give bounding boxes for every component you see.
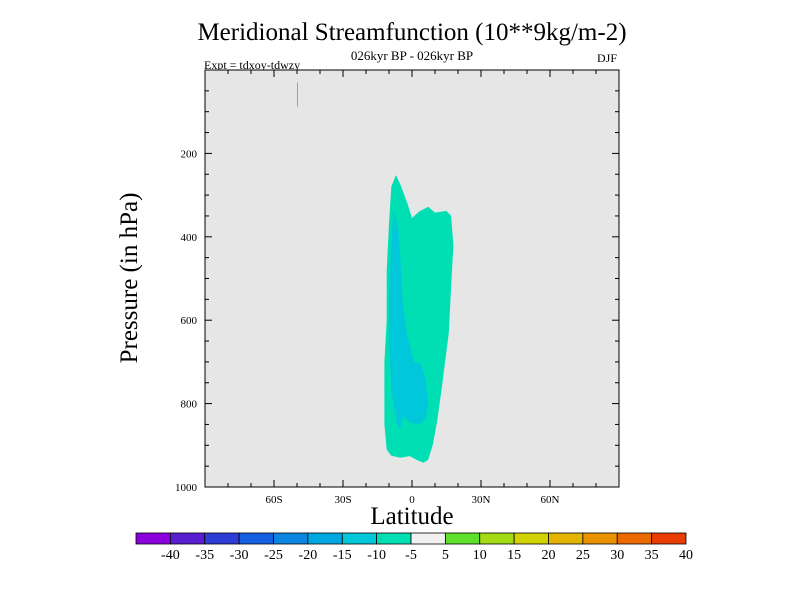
- colorbar-swatch-0: [135, 532, 171, 545]
- colorbar-swatch-13: [582, 532, 618, 545]
- x-tick-label-2: 0: [409, 494, 415, 506]
- colorbar-label-13: 30: [610, 548, 624, 563]
- chart-subtitle: 026kyr BP - 026kyr BP: [351, 48, 473, 63]
- x-tick-label-4: 60N: [541, 494, 560, 506]
- colorbar-label-0: -40: [161, 548, 180, 563]
- colorbar-label-6: -10: [367, 548, 386, 563]
- y-tick-label-2: 600: [181, 315, 198, 327]
- colorbar-swatch-11: [513, 532, 549, 545]
- colorbar-swatch-14: [616, 532, 653, 545]
- chart-title: Meridional Streamfunction (10**9kg/m-2): [197, 19, 626, 46]
- colorbar-swatch-2: [204, 532, 240, 545]
- colorbar-swatch-5: [307, 532, 343, 545]
- season-label: DJF: [597, 51, 617, 65]
- y-tick-label-0: 200: [181, 148, 198, 160]
- colorbar-label-1: -35: [195, 548, 214, 563]
- contour-region-2: [297, 82, 298, 107]
- colorbar-swatch-9: [444, 532, 481, 545]
- colorbar-label-9: 10: [473, 548, 487, 563]
- axis-ticks: 60S 30S 0 30N 60N 200 400 600 800 1000: [175, 70, 619, 506]
- contour-regions: [297, 82, 454, 463]
- y-tick-label-3: 800: [181, 399, 198, 411]
- colorbar-label-10: 15: [507, 548, 521, 563]
- colorbar-swatch-3: [238, 532, 274, 545]
- x-tick-label-1: 30S: [334, 494, 351, 506]
- colorbar-label-4: -20: [299, 548, 318, 563]
- colorbar-label-8: 5: [442, 548, 449, 563]
- experiment-label: Expt = tdxoy-tdwzy: [204, 58, 300, 72]
- colorbar-swatch-1: [169, 532, 206, 545]
- colorbar-label-7: -5: [405, 548, 417, 563]
- colorbar-swatch-10: [479, 532, 515, 545]
- x-tick-label-3: 30N: [472, 494, 491, 506]
- y-tick-label-4: 1000: [175, 482, 198, 494]
- colorbar-label-5: -15: [333, 548, 352, 563]
- colorbar: -40 -35 -30 -25 -20 -15 -10 -5 5 10 15 20 25 30 35 40: [135, 532, 693, 563]
- colorbar-swatch-15: [651, 532, 687, 545]
- y-axis-title: Pressure (in hPa): [116, 193, 143, 364]
- colorbar-label-12: 25: [576, 548, 590, 563]
- colorbar-label-15: 40: [679, 548, 693, 563]
- colorbar-swatch-4: [273, 532, 309, 545]
- colorbar-swatch-7: [376, 532, 412, 545]
- colorbar-label-3: -25: [264, 548, 283, 563]
- colorbar-label-2: -30: [230, 548, 249, 563]
- colorbar-swatch-12: [548, 532, 584, 545]
- colorbar-label-11: 20: [542, 548, 556, 563]
- colorbar-swatch-8: [410, 532, 446, 545]
- x-tick-label-0: 60S: [265, 494, 282, 506]
- y-tick-label-1: 400: [181, 232, 198, 244]
- colorbar-swatch-6: [341, 532, 378, 545]
- contour-region-1: [389, 209, 429, 429]
- colorbar-label-14: 35: [645, 548, 659, 563]
- x-axis-title: Latitude: [370, 503, 453, 530]
